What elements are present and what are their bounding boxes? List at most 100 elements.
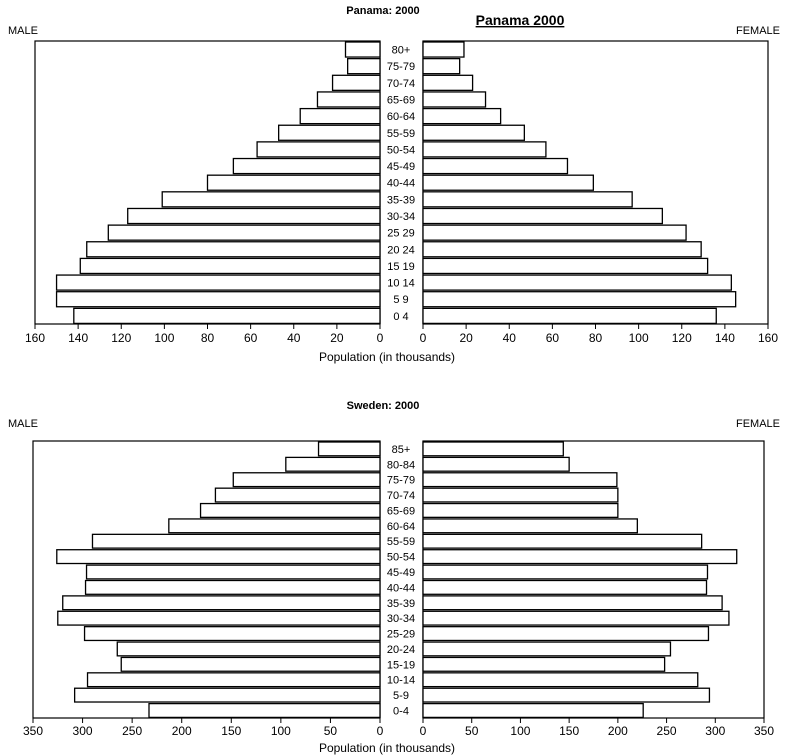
sweden-age-label: 5-9	[393, 690, 409, 702]
panama-female-bar	[422, 141, 547, 158]
panama-female-bar	[422, 191, 633, 208]
sweden-chart-title: Sweden: 2000	[347, 400, 420, 412]
panama-female-tick-label: 140	[715, 331, 735, 345]
panama-male-tick-label: 140	[68, 331, 88, 345]
panama-male-bar	[55, 274, 381, 291]
sweden-female-bar	[422, 472, 618, 488]
sweden-age-label: 85+	[392, 444, 411, 456]
sweden-age-label: 60-64	[387, 521, 415, 533]
panama-chart-title: Panama: 2000	[346, 5, 419, 17]
panama-age-label: 75-79	[387, 61, 415, 73]
sweden-female-bar	[422, 441, 564, 457]
sweden-female-bar	[422, 549, 738, 565]
panama-female-bar	[422, 274, 732, 291]
sweden-male-tick-label: 250	[122, 724, 142, 738]
sweden-female-bar	[422, 702, 644, 719]
sweden-female-tick-label: 100	[510, 724, 530, 738]
panama-female-tick-label: 100	[629, 331, 649, 345]
sweden-age-label: 0-4	[393, 706, 409, 718]
panama-age-label: 55-59	[387, 128, 415, 140]
panama-female-tick-label: 120	[672, 331, 692, 345]
panama-age-label: 50-54	[387, 144, 415, 156]
panama-male-bar	[161, 191, 381, 208]
panama-age-label: 45-49	[387, 161, 415, 173]
sweden-male-tick-label: 200	[172, 724, 192, 738]
sweden-male-bar	[199, 502, 381, 518]
sweden-female-label: FEMALE	[736, 418, 780, 430]
panama-male-tick-label: 120	[111, 331, 131, 345]
sweden-female-tick-label: 300	[705, 724, 725, 738]
sweden-age-label: 35-39	[387, 598, 415, 610]
panama-age-label: 25 29	[387, 228, 415, 240]
panama-female-bar	[422, 57, 461, 75]
panama-male-bar	[331, 74, 381, 91]
sweden-female-bar	[422, 610, 730, 626]
panama-female-bar	[422, 41, 465, 58]
panama-age-label: 15 19	[387, 261, 415, 273]
sweden-age-label: 30-34	[387, 613, 415, 625]
sweden-female-tick-label: 250	[657, 724, 677, 738]
sweden-female-bar	[422, 641, 672, 657]
sweden-female-bar	[422, 533, 703, 549]
panama-male-bar	[86, 241, 381, 258]
panama-male-bar	[299, 107, 381, 125]
panama-male-bar	[278, 124, 381, 141]
panama-female-bar	[422, 257, 709, 275]
sweden-male-bar	[84, 579, 381, 595]
panama-male-bar	[256, 141, 381, 158]
sweden-age-label: 10-14	[387, 675, 415, 687]
sweden-x-axis-label: Population (in thousands)	[319, 741, 455, 755]
sweden-male-bar	[317, 441, 381, 457]
panama-male-bar	[79, 257, 381, 275]
panama-male-tick-label: 40	[287, 331, 301, 345]
sweden-male-bar	[168, 518, 381, 534]
panama-male-tick-label: 20	[330, 331, 344, 345]
sweden-age-label: 40-44	[387, 582, 415, 594]
panama-age-label: 10 14	[387, 278, 415, 290]
sweden-female-bar	[422, 487, 619, 503]
panama-female-bar	[422, 291, 737, 308]
panama-age-label: 0 4	[393, 311, 408, 323]
panama-female-tick-label: 20	[459, 331, 473, 345]
panama-female-tick-label: 0	[420, 331, 427, 345]
sweden-male-tick-label: 100	[271, 724, 291, 738]
sweden-male-bar	[57, 610, 381, 626]
sweden-male-bar	[120, 656, 381, 672]
sweden-male-tick-label: 300	[73, 724, 93, 738]
panama-chart-heading: Panama 2000	[476, 12, 565, 28]
sweden-age-label: 45-49	[387, 567, 415, 579]
sweden-male-bar	[148, 702, 381, 719]
sweden-male-tick-label: 50	[324, 724, 338, 738]
panama-female-bar	[422, 174, 594, 191]
sweden-female-bar	[422, 656, 666, 672]
sweden-female-tick-label: 0	[420, 724, 427, 738]
panama-female-tick-label: 60	[546, 331, 560, 345]
panama-female-bar	[422, 241, 702, 258]
panama-male-bar	[73, 307, 381, 325]
sweden-female-bar	[422, 579, 708, 595]
sweden-male-label: MALE	[8, 418, 38, 430]
sweden-female-bar	[422, 564, 709, 580]
panama-female-bar	[422, 91, 487, 108]
panama-age-label: 20 24	[387, 244, 415, 256]
panama-male-tick-label: 160	[25, 331, 45, 345]
sweden-age-label: 25-29	[387, 629, 415, 641]
sweden-female-bar	[422, 626, 710, 642]
sweden-female-bar	[422, 502, 619, 518]
panama-male-bar	[344, 41, 381, 58]
sweden-male-tick-label: 350	[23, 724, 43, 738]
panama-female-bar	[422, 307, 717, 325]
sweden-age-label: 50-54	[387, 552, 415, 564]
panama-female-bar	[422, 207, 663, 225]
panama-age-label: 40-44	[387, 178, 415, 190]
sweden-male-bar	[285, 456, 381, 472]
sweden-male-bar	[83, 626, 381, 642]
sweden-female-bar	[422, 518, 638, 534]
panama-age-label: 60-64	[387, 111, 415, 123]
sweden-male-bar	[116, 641, 381, 657]
sweden-male-bar	[62, 595, 381, 611]
panama-pyramid	[34, 40, 769, 329]
sweden-age-label: 80-84	[387, 459, 415, 471]
panama-female-tick-label: 40	[503, 331, 517, 345]
